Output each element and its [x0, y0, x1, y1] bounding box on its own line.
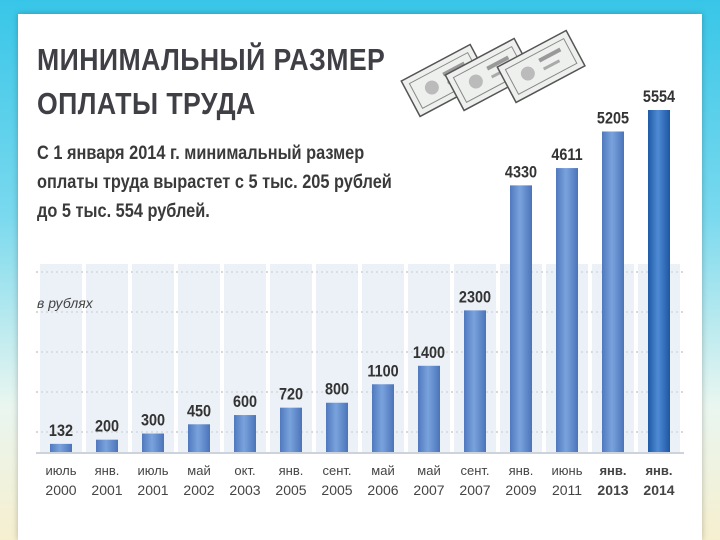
value-label: 600 [233, 393, 257, 411]
category-year-label: 2011 [552, 482, 582, 498]
bar [556, 168, 578, 453]
category-month-label: янв. [599, 463, 626, 478]
chart-card: 132 200 300 450 600 720 800 1100 1400 2300 4330 461… [18, 14, 702, 540]
category-year-label: 2006 [367, 482, 398, 498]
value-label: 450 [187, 402, 211, 420]
value-label: 800 [325, 381, 349, 399]
category-month-label: сент. [460, 463, 489, 478]
bar [648, 110, 670, 452]
category-year-label: 2009 [505, 482, 536, 498]
category-month-label: май [187, 463, 210, 478]
category-year-label: 2013 [597, 482, 628, 498]
bar-chart: 132 200 300 450 600 720 800 1100 1400 2300 4330 461… [36, 29, 684, 498]
category-year-label: 2000 [45, 482, 76, 498]
category-year-label: 2005 [275, 482, 306, 498]
category-labels: июль 2000 янв. 2001 июль 2001 май 2002 окт. 2003 я… [45, 463, 674, 498]
value-label: 300 [141, 412, 165, 430]
value-label: 132 [49, 422, 73, 440]
column-bg [40, 264, 82, 452]
bar [188, 424, 210, 452]
value-label: 5205 [597, 109, 629, 127]
category-month-label: май [417, 463, 440, 478]
bar [418, 365, 440, 452]
category-year-label: 2007 [413, 482, 444, 498]
bar [464, 310, 486, 452]
value-label: 5554 [643, 88, 675, 106]
value-label: 4330 [505, 163, 537, 181]
value-labels: 132 200 300 450 600 720 800 1100 1400 2300 4330 461… [49, 88, 675, 440]
category-month-label: янв. [509, 463, 534, 478]
category-month-label: окт. [234, 463, 255, 478]
chart-title-line-1: МИНИМАЛЬНЫЙ РАЗМЕР [37, 42, 386, 77]
subtitle-line-3: до 5 тыс. 554 рублей. [37, 201, 210, 222]
unit-note: в рублях [37, 295, 93, 311]
bar [234, 415, 256, 452]
bar [602, 131, 624, 452]
subtitle-line-2: оплаты труда вырастет с 5 тыс. 205 рубле… [37, 172, 392, 193]
chart-title-line-2: ОПЛАТЫ ТРУДА [37, 86, 256, 121]
category-month-label: янв. [645, 463, 672, 478]
subtitle-line-1: С 1 января 2014 г. минимальный размер [37, 143, 365, 164]
category-month-label: июль [137, 463, 168, 478]
value-label: 1100 [367, 362, 399, 380]
category-year-label: 2001 [137, 482, 168, 498]
bar [142, 433, 164, 452]
banknotes-icon [400, 29, 586, 118]
column-bg [132, 264, 174, 452]
bar [50, 443, 72, 452]
value-label: 1400 [413, 344, 445, 362]
bar [280, 407, 302, 452]
category-year-label: 2003 [229, 482, 260, 498]
value-label: 200 [95, 418, 119, 436]
bar [510, 185, 532, 452]
category-year-label: 2001 [91, 482, 122, 498]
category-year-label: 2005 [321, 482, 352, 498]
category-month-label: сент. [322, 463, 351, 478]
bar [326, 402, 348, 452]
category-year-label: 2007 [459, 482, 490, 498]
category-month-label: янв. [279, 463, 304, 478]
value-label: 4611 [551, 146, 583, 164]
category-month-label: май [371, 463, 394, 478]
column-bg [178, 264, 220, 452]
value-label: 2300 [459, 288, 491, 306]
bars [50, 110, 670, 453]
value-label: 720 [279, 386, 303, 404]
bar [96, 439, 118, 452]
category-month-label: июль [45, 463, 76, 478]
category-month-label: июнь [552, 463, 583, 478]
column-backgrounds [40, 264, 680, 452]
column-bg [86, 264, 128, 452]
category-month-label: янв. [95, 463, 120, 478]
bar [372, 384, 394, 452]
category-year-label: 2014 [643, 482, 674, 498]
category-year-label: 2002 [183, 482, 214, 498]
